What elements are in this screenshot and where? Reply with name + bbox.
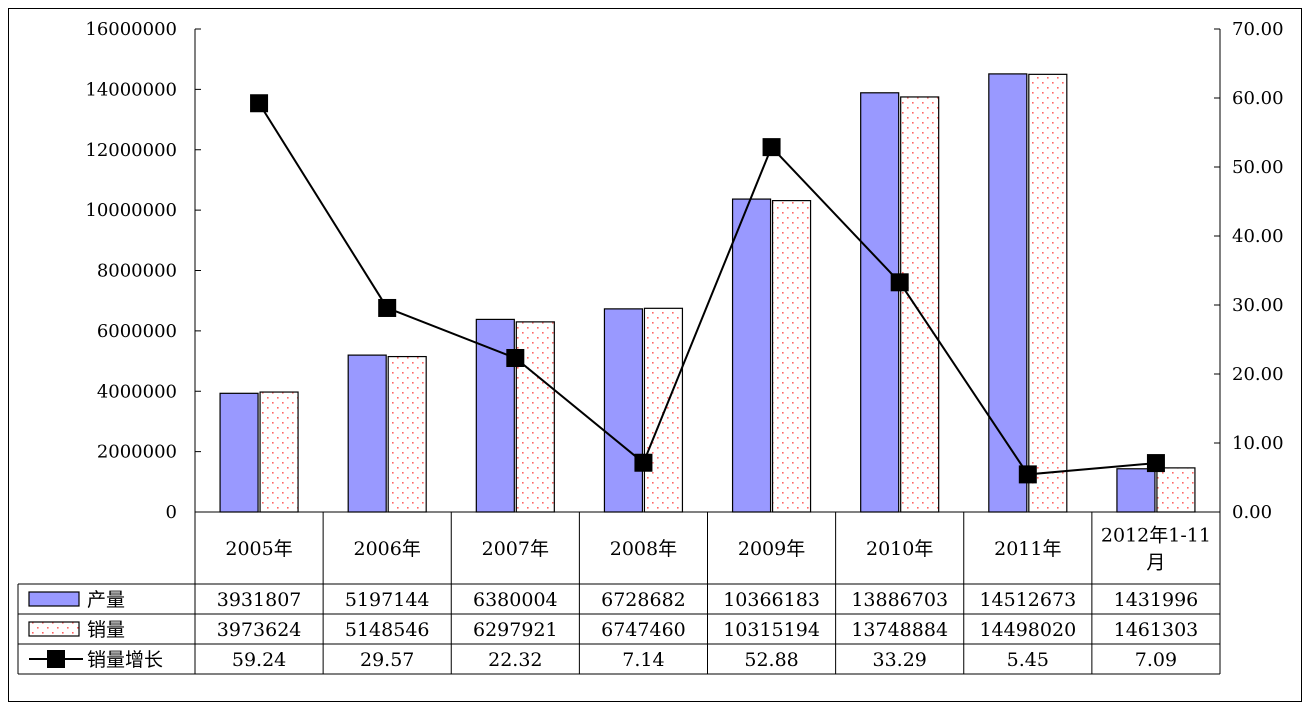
bar-sales	[900, 96, 940, 513]
category-label: 2010年	[866, 538, 933, 560]
growth-marker	[1146, 454, 1165, 473]
growth-line	[258, 102, 1157, 476]
left-axis-tick-label: 2000000	[97, 442, 177, 463]
table-value: 59.24	[232, 649, 286, 671]
category-label: 2011年	[994, 538, 1061, 560]
left-axis-tick-label: 16000000	[85, 19, 177, 40]
category-label: 2007年	[482, 538, 549, 560]
legend-label: 产量	[87, 589, 125, 611]
bar-sales	[643, 307, 684, 513]
category-label: 2005年	[225, 538, 292, 560]
table-value: 13748884	[851, 619, 948, 641]
growth-marker	[1018, 465, 1037, 484]
table-value: 22.32	[488, 649, 542, 671]
left-axis-tick-label: 0	[166, 502, 177, 523]
left-axis-tick-label: 6000000	[97, 321, 177, 342]
table-value: 29.57	[360, 649, 414, 671]
legend-label: 销量	[87, 619, 125, 641]
table-value: 14498020	[979, 619, 1076, 641]
table-value: 14512673	[979, 589, 1076, 611]
right-axis-tick-label: 60.00	[1232, 88, 1284, 109]
right-axis-tick-label: 50.00	[1232, 157, 1284, 178]
table-value: 7.09	[1135, 649, 1177, 671]
right-axis-tick-label: 0.00	[1232, 502, 1272, 523]
right-axis-tick-label: 40.00	[1232, 226, 1284, 247]
table-value: 6297921	[473, 619, 558, 641]
right-axis-tick-label: 70.00	[1232, 19, 1284, 40]
left-axis-tick-label: 12000000	[85, 140, 177, 161]
category-label: 月	[1146, 552, 1165, 574]
table-value: 5197144	[345, 589, 430, 611]
legend-key-sales	[28, 621, 80, 637]
growth-marker	[762, 138, 781, 157]
bar-production	[347, 354, 387, 513]
growth-marker	[890, 273, 909, 292]
table-value: 3931807	[217, 589, 302, 611]
bar-sales	[1028, 73, 1068, 513]
table-value: 6380004	[473, 589, 558, 611]
table-value: 1461303	[1114, 619, 1199, 641]
table-value: 52.88	[744, 649, 798, 671]
growth-marker	[378, 298, 397, 317]
table-value: 6728682	[601, 589, 686, 611]
category-label: 2009年	[738, 538, 805, 560]
left-axis-tick-label: 4000000	[97, 381, 177, 402]
category-label: 2012年1-11	[1101, 525, 1211, 547]
growth-marker	[634, 453, 653, 472]
growth-marker	[250, 94, 269, 113]
left-axis-tick-label: 8000000	[97, 261, 177, 282]
bar-production	[860, 92, 900, 513]
table-value: 10315194	[723, 619, 820, 641]
table-value: 10366183	[723, 589, 820, 611]
bar-production	[475, 318, 515, 513]
right-axis-tick-label: 20.00	[1232, 364, 1284, 385]
left-axis-tick-label: 14000000	[85, 79, 177, 100]
bar-production	[988, 73, 1028, 513]
table-value: 5148546	[345, 619, 430, 641]
category-label: 2006年	[354, 538, 421, 560]
table-value: 5.45	[1007, 649, 1049, 671]
bar-sales	[1156, 467, 1196, 513]
legend-key-production	[28, 591, 80, 607]
bar-production	[1116, 468, 1156, 513]
bar-production	[603, 308, 644, 513]
legend-label: 销量增长	[87, 649, 163, 671]
bar-production	[731, 198, 772, 513]
right-axis-tick-label: 10.00	[1232, 433, 1284, 454]
table-value: 6747460	[601, 619, 686, 641]
bar-sales	[259, 391, 299, 513]
bar-sales	[771, 200, 812, 513]
bar-sales	[387, 355, 427, 513]
table-value: 13886703	[851, 589, 948, 611]
growth-marker	[506, 348, 525, 367]
table-value: 33.29	[872, 649, 926, 671]
category-label: 2008年	[610, 538, 677, 560]
left-axis-tick-label: 10000000	[85, 200, 177, 221]
table-value: 3973624	[217, 619, 302, 641]
legend-key-growth-marker	[47, 650, 65, 668]
table-value: 1431996	[1114, 589, 1199, 611]
right-axis-tick-label: 30.00	[1232, 295, 1284, 316]
table-value: 7.14	[622, 649, 664, 671]
bar-production	[219, 392, 259, 513]
